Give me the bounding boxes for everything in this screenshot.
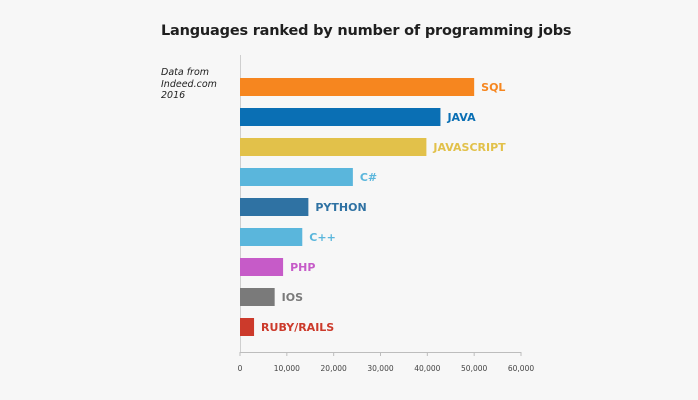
- x-tick-label: 0: [238, 364, 243, 373]
- bar-label: C++: [309, 231, 336, 244]
- bar: [240, 108, 441, 126]
- bar: [240, 288, 275, 306]
- x-tick-label: 40,000: [414, 364, 440, 373]
- source-note-line: 2016: [161, 90, 186, 101]
- x-tick-label: 10,000: [274, 364, 300, 373]
- bar-label: JAVASCRIPT: [432, 141, 506, 154]
- bar-label: PYTHON: [315, 201, 366, 214]
- bar: [240, 258, 284, 276]
- source-note-line: Data from: [161, 67, 210, 78]
- x-tick-label: 30,000: [367, 364, 393, 373]
- chart-title: Languages ranked by number of programmin…: [161, 23, 572, 39]
- bar: [240, 168, 353, 186]
- bar-label: JAVA: [446, 111, 476, 124]
- source-note: Data from Indeed.com 2016: [161, 67, 236, 102]
- bar-label: C#: [360, 171, 377, 184]
- bar: [240, 198, 309, 216]
- bar-label: SQL: [481, 81, 505, 94]
- source-note-line: Indeed.com: [161, 78, 217, 90]
- x-tick-label: 60,000: [508, 364, 534, 373]
- bar-label: IOS: [282, 291, 303, 304]
- bar: [240, 318, 255, 336]
- x-tick-label: 50,000: [461, 364, 487, 373]
- bar: [240, 78, 475, 96]
- bar: [240, 228, 303, 246]
- bar: [240, 138, 427, 156]
- x-tick-label: 20,000: [321, 364, 347, 373]
- bar-label: PHP: [290, 261, 315, 274]
- bar-label: RUBY/RAILS: [261, 321, 334, 334]
